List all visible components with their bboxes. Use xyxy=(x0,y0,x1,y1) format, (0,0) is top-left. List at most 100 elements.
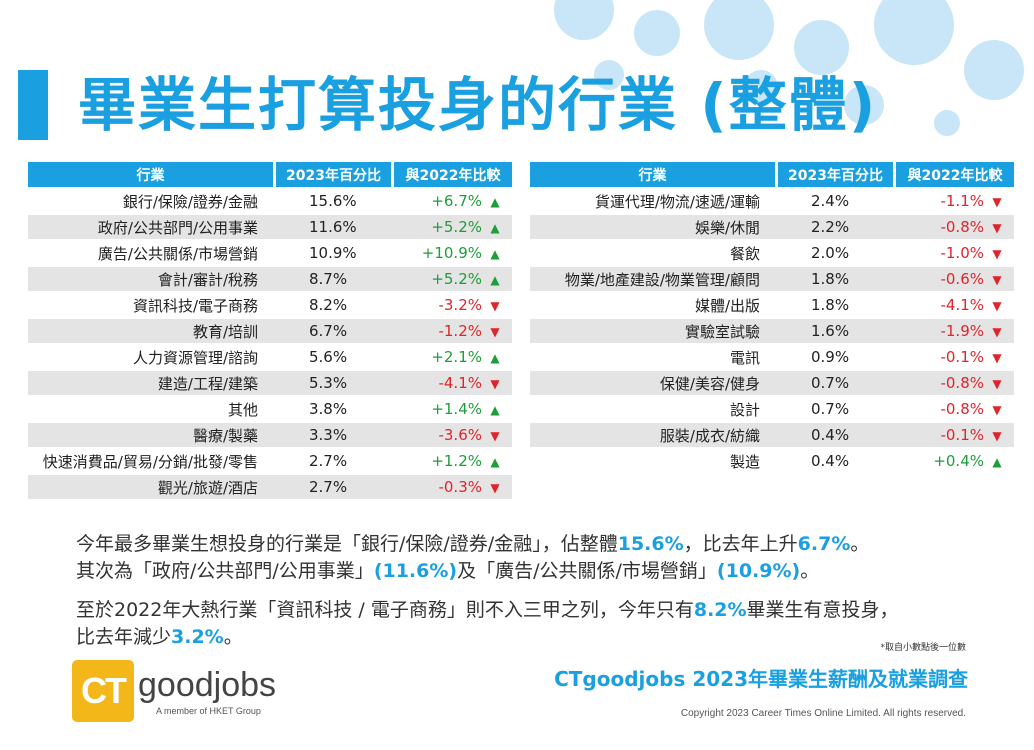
table-row: 保健/美容/健身 0.7% -0.8% ▼ xyxy=(530,371,1014,395)
text: 比去年減少 xyxy=(76,626,172,648)
industry-name: 電訊 xyxy=(729,348,760,367)
percent-2023: 3.8% xyxy=(309,400,348,418)
industry-name: 人力資源管理/諮詢 xyxy=(132,348,258,367)
industry-name: 政府/公共部門/公用事業 xyxy=(28,215,276,239)
change-value: +5.2% xyxy=(431,270,482,288)
percent-2023: 2.7% xyxy=(276,475,394,499)
industry-name: 貨運代理/物流/速遞/運輸 xyxy=(594,192,760,211)
industry-name: 其他 xyxy=(227,400,258,419)
arrow-up-icon: ▲ xyxy=(490,221,500,235)
table-row: 服裝/成衣/紡織 0.4% -0.1% ▼ xyxy=(530,423,1014,447)
highlight-value: 15.6% xyxy=(617,533,684,555)
arrow-down-icon: ▼ xyxy=(490,377,500,391)
highlight-value: 6.7% xyxy=(797,533,851,555)
industry-name: 醫療/製藥 xyxy=(28,423,276,447)
table-row: 其他 3.8% +1.4% ▲ xyxy=(28,397,512,421)
percent-2023: 11.6% xyxy=(276,215,394,239)
table-row: 廣告/公共關係/市場營銷 10.9% +10.9% ▲ xyxy=(28,241,512,265)
change-value: +5.2% xyxy=(431,218,482,236)
table-row: 政府/公共部門/公用事業 11.6% +5.2% ▲ xyxy=(28,215,512,239)
logo-mark: CT xyxy=(72,660,134,722)
change-value: -0.8% xyxy=(940,374,984,392)
percent-2023: 6.7% xyxy=(276,319,394,343)
change-value: -0.8% xyxy=(940,400,984,418)
change-value: +0.4% xyxy=(933,452,984,470)
industry-name: 資訊科技/電子商務 xyxy=(132,296,258,315)
summary-paragraph-2: 至於2022年大熱行業「資訊科技 / 電子商務」則不入三甲之列，今年只有8.2%… xyxy=(76,597,899,651)
percent-2023: 2.4% xyxy=(811,192,850,210)
change-vs-2022: -0.8% ▼ xyxy=(896,215,1014,239)
table-row: 電訊 0.9% -0.1% ▼ xyxy=(530,345,1014,369)
change-vs-2022: -0.6% ▼ xyxy=(896,267,1014,291)
text: 。 xyxy=(223,626,243,648)
change-vs-2022: -3.6% ▼ xyxy=(394,423,512,447)
table-row: 銀行/保險/證券/金融 15.6% +6.7% ▲ xyxy=(28,189,512,213)
percent-2023: 5.3% xyxy=(276,371,394,395)
change-value: +10.9% xyxy=(421,244,482,262)
industry-name: 設計 xyxy=(729,400,760,419)
industry-name: 教育/培訓 xyxy=(28,319,276,343)
change-vs-2022: -0.1% ▼ xyxy=(896,423,1014,447)
table-row: 人力資源管理/諮詢 5.6% +2.1% ▲ xyxy=(28,345,512,369)
arrow-up-icon: ▲ xyxy=(490,273,500,287)
arrow-down-icon: ▼ xyxy=(992,273,1002,287)
text: 。 xyxy=(850,533,870,555)
copyright: Copyright 2023 Career Times Online Limit… xyxy=(680,708,966,719)
arrow-down-icon: ▼ xyxy=(992,195,1002,209)
industry-name: 娛樂/休閒 xyxy=(530,215,778,239)
industry-name: 服裝/成衣/紡織 xyxy=(530,423,778,447)
arrow-down-icon: ▼ xyxy=(992,247,1002,261)
logo-wordmark: goodjobs xyxy=(138,666,277,704)
percent-2023: 1.6% xyxy=(778,319,896,343)
highlight-value: (11.6%) xyxy=(373,560,458,582)
change-value: -3.2% xyxy=(438,296,482,314)
text: 。 xyxy=(800,560,820,582)
arrow-down-icon: ▼ xyxy=(992,377,1002,391)
change-vs-2022: +0.4% ▲ xyxy=(896,449,1014,473)
table-row: 貨運代理/物流/速遞/運輸 2.4% -1.1% ▼ xyxy=(530,189,1014,213)
table-row: 會計/審計/稅務 8.7% +5.2% ▲ xyxy=(28,267,512,291)
change-value: -1.9% xyxy=(940,322,984,340)
change-value: +1.4% xyxy=(431,400,482,418)
percent-2023: 15.6% xyxy=(309,192,357,210)
text: 今年最多畢業生想投身的行業是「銀行/保險/證券/金融」，佔整體 xyxy=(76,533,618,555)
header-industry: 行業 xyxy=(28,162,276,187)
percent-2023: 0.7% xyxy=(811,400,850,418)
header-2023-percent: 2023年百分比 xyxy=(778,162,896,187)
percent-2023: 5.6% xyxy=(309,348,348,366)
change-vs-2022: -3.2% ▼ xyxy=(394,293,512,317)
percent-2023: 2.0% xyxy=(811,244,850,262)
percent-2023: 1.8% xyxy=(778,267,896,291)
arrow-up-icon: ▲ xyxy=(490,455,500,469)
industry-name: 廣告/公共關係/市場營銷 xyxy=(97,244,258,263)
change-value: +2.1% xyxy=(431,348,482,366)
arrow-down-icon: ▼ xyxy=(992,325,1002,339)
change-value: -1.1% xyxy=(940,192,984,210)
arrow-down-icon: ▼ xyxy=(992,403,1002,417)
industry-name: 實驗室試驗 xyxy=(530,319,778,343)
highlight-value: (10.9%) xyxy=(716,560,801,582)
change-value: -0.6% xyxy=(940,270,984,288)
footnote: *取自小數點後一位數 xyxy=(880,643,966,653)
arrow-down-icon: ▼ xyxy=(490,325,500,339)
table-row: 快速消費品/貿易/分銷/批發/零售 2.7% +1.2% ▲ xyxy=(28,449,512,473)
change-value: -1.0% xyxy=(940,244,984,262)
text: 至於2022年大熱行業「資訊科技 / 電子商務」則不入三甲之列，今年只有 xyxy=(76,599,694,621)
title-accent-bar xyxy=(18,70,48,140)
arrow-up-icon: ▲ xyxy=(490,403,500,417)
change-vs-2022: +1.4% ▲ xyxy=(394,397,512,421)
change-vs-2022: +2.1% ▲ xyxy=(394,345,512,369)
header-2023-percent: 2023年百分比 xyxy=(276,162,394,187)
industry-name: 餐飲 xyxy=(729,244,760,263)
change-value: -3.6% xyxy=(438,426,482,444)
logo-tagline: A member of HKET Group xyxy=(156,706,261,716)
text: 其次為「政府/公共部門/公用事業」 xyxy=(76,560,374,582)
table-row: 餐飲 2.0% -1.0% ▼ xyxy=(530,241,1014,265)
change-value: -0.3% xyxy=(438,478,482,496)
table-row: 觀光/旅遊/酒店 2.7% -0.3% ▼ xyxy=(28,475,512,499)
industry-table-right: 行業 2023年百分比 與2022年比較 貨運代理/物流/速遞/運輸 2.4% -1… xyxy=(530,160,1014,475)
percent-2023: 10.9% xyxy=(309,244,357,262)
arrow-down-icon: ▼ xyxy=(992,351,1002,365)
change-vs-2022: -0.8% ▼ xyxy=(896,397,1014,421)
header-vs-2022: 與2022年比較 xyxy=(394,162,512,187)
